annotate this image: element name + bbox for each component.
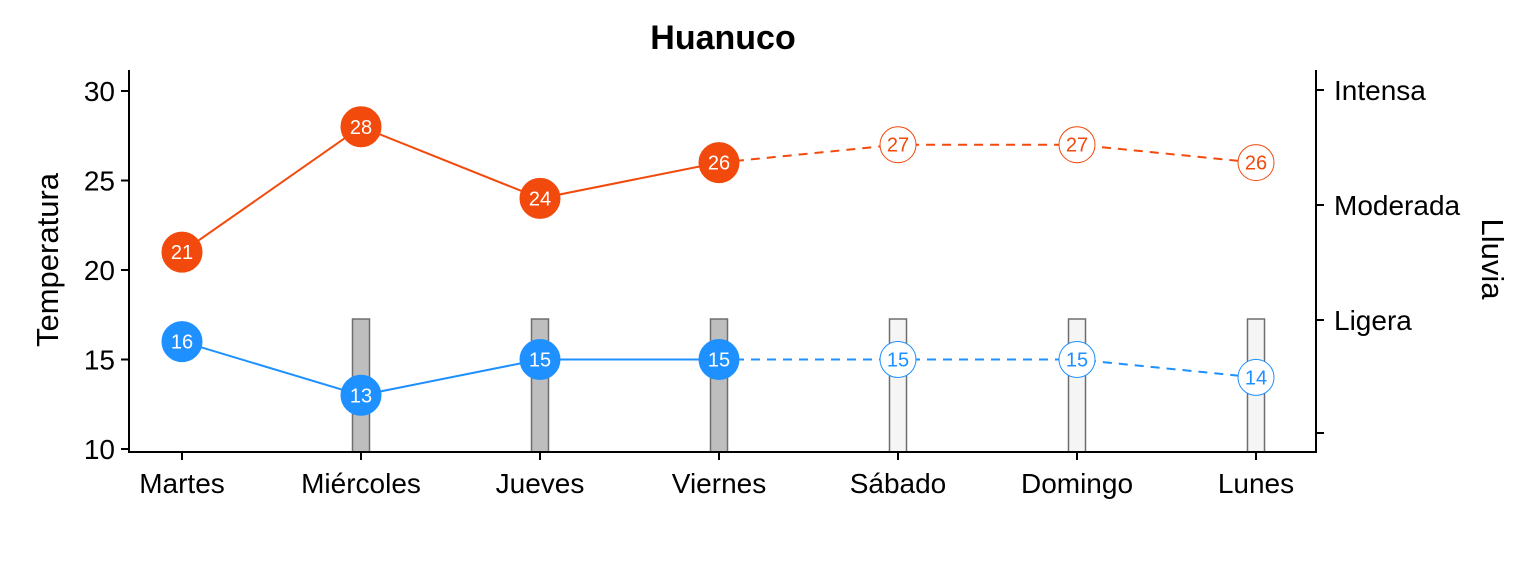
data-point xyxy=(879,126,917,164)
data-label: 16 xyxy=(171,332,193,354)
rain-bar xyxy=(1067,318,1087,453)
y2-tick-label: Moderada xyxy=(1334,190,1461,221)
data-point xyxy=(698,339,740,380)
series-points: 21 28 24 26 27 27 26 16 13 15 15 15 15 14 xyxy=(161,106,1275,416)
rain-bar xyxy=(709,318,729,453)
y2-tick-label: Intensa xyxy=(1334,75,1426,106)
data-point xyxy=(340,374,382,416)
x-tick-label: Domingo xyxy=(1021,468,1133,499)
data-point xyxy=(698,142,740,184)
data-label: 15 xyxy=(1066,350,1088,372)
data-label: 27 xyxy=(887,135,909,157)
data-point xyxy=(1237,144,1275,182)
data-point xyxy=(161,231,203,273)
x-tick-label: Jueves xyxy=(496,468,585,499)
x-tick-label: Sábado xyxy=(850,468,947,499)
rain-bars xyxy=(351,318,1266,453)
rain-bar xyxy=(888,318,908,453)
data-point xyxy=(519,177,561,219)
axes: 10 15 20 25 30 Ligera Moderada Intensa Martes Mié… xyxy=(84,70,1461,499)
data-label: 24 xyxy=(529,188,551,210)
y-tick-label: 25 xyxy=(84,166,115,197)
data-label: 26 xyxy=(708,153,730,175)
y-tick-label: 10 xyxy=(84,434,115,465)
data-label: 15 xyxy=(529,350,551,372)
data-point xyxy=(519,339,561,380)
data-point xyxy=(1058,341,1096,378)
data-label: 14 xyxy=(1245,367,1267,389)
x-tick-label: Lunes xyxy=(1218,468,1294,499)
y-axis-title: Temperatura xyxy=(30,172,65,347)
x-tick-label: Viernes xyxy=(672,468,766,499)
y2-tick-label: Ligera xyxy=(1334,305,1412,336)
data-label: 26 xyxy=(1245,153,1267,175)
series-line-observed xyxy=(181,125,720,253)
data-point xyxy=(1058,126,1096,164)
data-point xyxy=(340,106,382,148)
data-point xyxy=(879,341,917,378)
y-tick-label: 30 xyxy=(84,76,115,107)
data-point xyxy=(161,321,203,363)
chart-title: Huanuco xyxy=(650,19,795,57)
x-tick-label: Martes xyxy=(139,468,225,499)
y2-axis-title: Lluvia xyxy=(1475,219,1510,301)
y-tick-label: 20 xyxy=(84,255,115,286)
data-label: 15 xyxy=(887,350,909,372)
data-label: 27 xyxy=(1066,135,1088,157)
data-label: 21 xyxy=(171,242,193,264)
rain-bar xyxy=(530,318,550,453)
data-point xyxy=(1237,358,1275,396)
series-line-forecast xyxy=(719,358,1257,379)
series-line-observed xyxy=(181,340,719,397)
y-tick-label: 15 xyxy=(84,345,115,376)
series-line-forecast xyxy=(718,143,1257,164)
x-tick-label: Miércoles xyxy=(301,468,421,499)
data-label: 13 xyxy=(350,385,372,407)
series-lines xyxy=(181,125,1257,397)
data-label: 15 xyxy=(708,350,730,372)
data-label: 28 xyxy=(350,117,372,139)
